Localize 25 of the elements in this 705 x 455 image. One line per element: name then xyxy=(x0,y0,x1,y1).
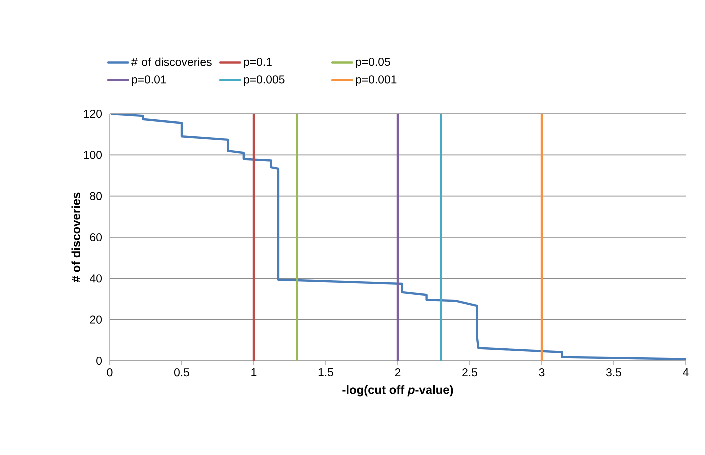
y-tick-label: 0 xyxy=(96,356,102,366)
x-tick-label: 3.5 xyxy=(606,368,622,377)
x-tick-label: 0.5 xyxy=(174,368,190,377)
legend-label: p=0.005 xyxy=(244,76,285,86)
x-tick-label: 3 xyxy=(539,368,545,377)
x-tick-label: 1 xyxy=(252,368,257,376)
y-tick-label: 60 xyxy=(90,233,102,242)
y-tick-label: 40 xyxy=(90,274,102,283)
x-tick-label: 1.5 xyxy=(318,368,334,377)
y-tick-label: 100 xyxy=(84,151,102,160)
legend-label: p=0.001 xyxy=(356,76,397,86)
legend-label: p=0.1 xyxy=(244,58,272,68)
legend-label: p=0.05 xyxy=(356,58,390,68)
y-tick-label: 20 xyxy=(90,316,102,324)
x-tick-label: 4 xyxy=(683,368,689,376)
legend-label: p=0.01 xyxy=(132,76,166,86)
y-axis-title: # of discoveries xyxy=(72,192,81,282)
x-tick-label: 2.5 xyxy=(462,368,478,377)
x-tick-label: 2 xyxy=(395,368,401,377)
y-tick-label: 120 xyxy=(84,110,102,118)
line-series xyxy=(110,114,686,360)
text: -log(cut off p-value) xyxy=(342,385,454,397)
x-tick-label: 0 xyxy=(107,368,113,377)
y-tick-label: 80 xyxy=(90,192,102,200)
legend-label: # of discoveries xyxy=(132,58,212,66)
